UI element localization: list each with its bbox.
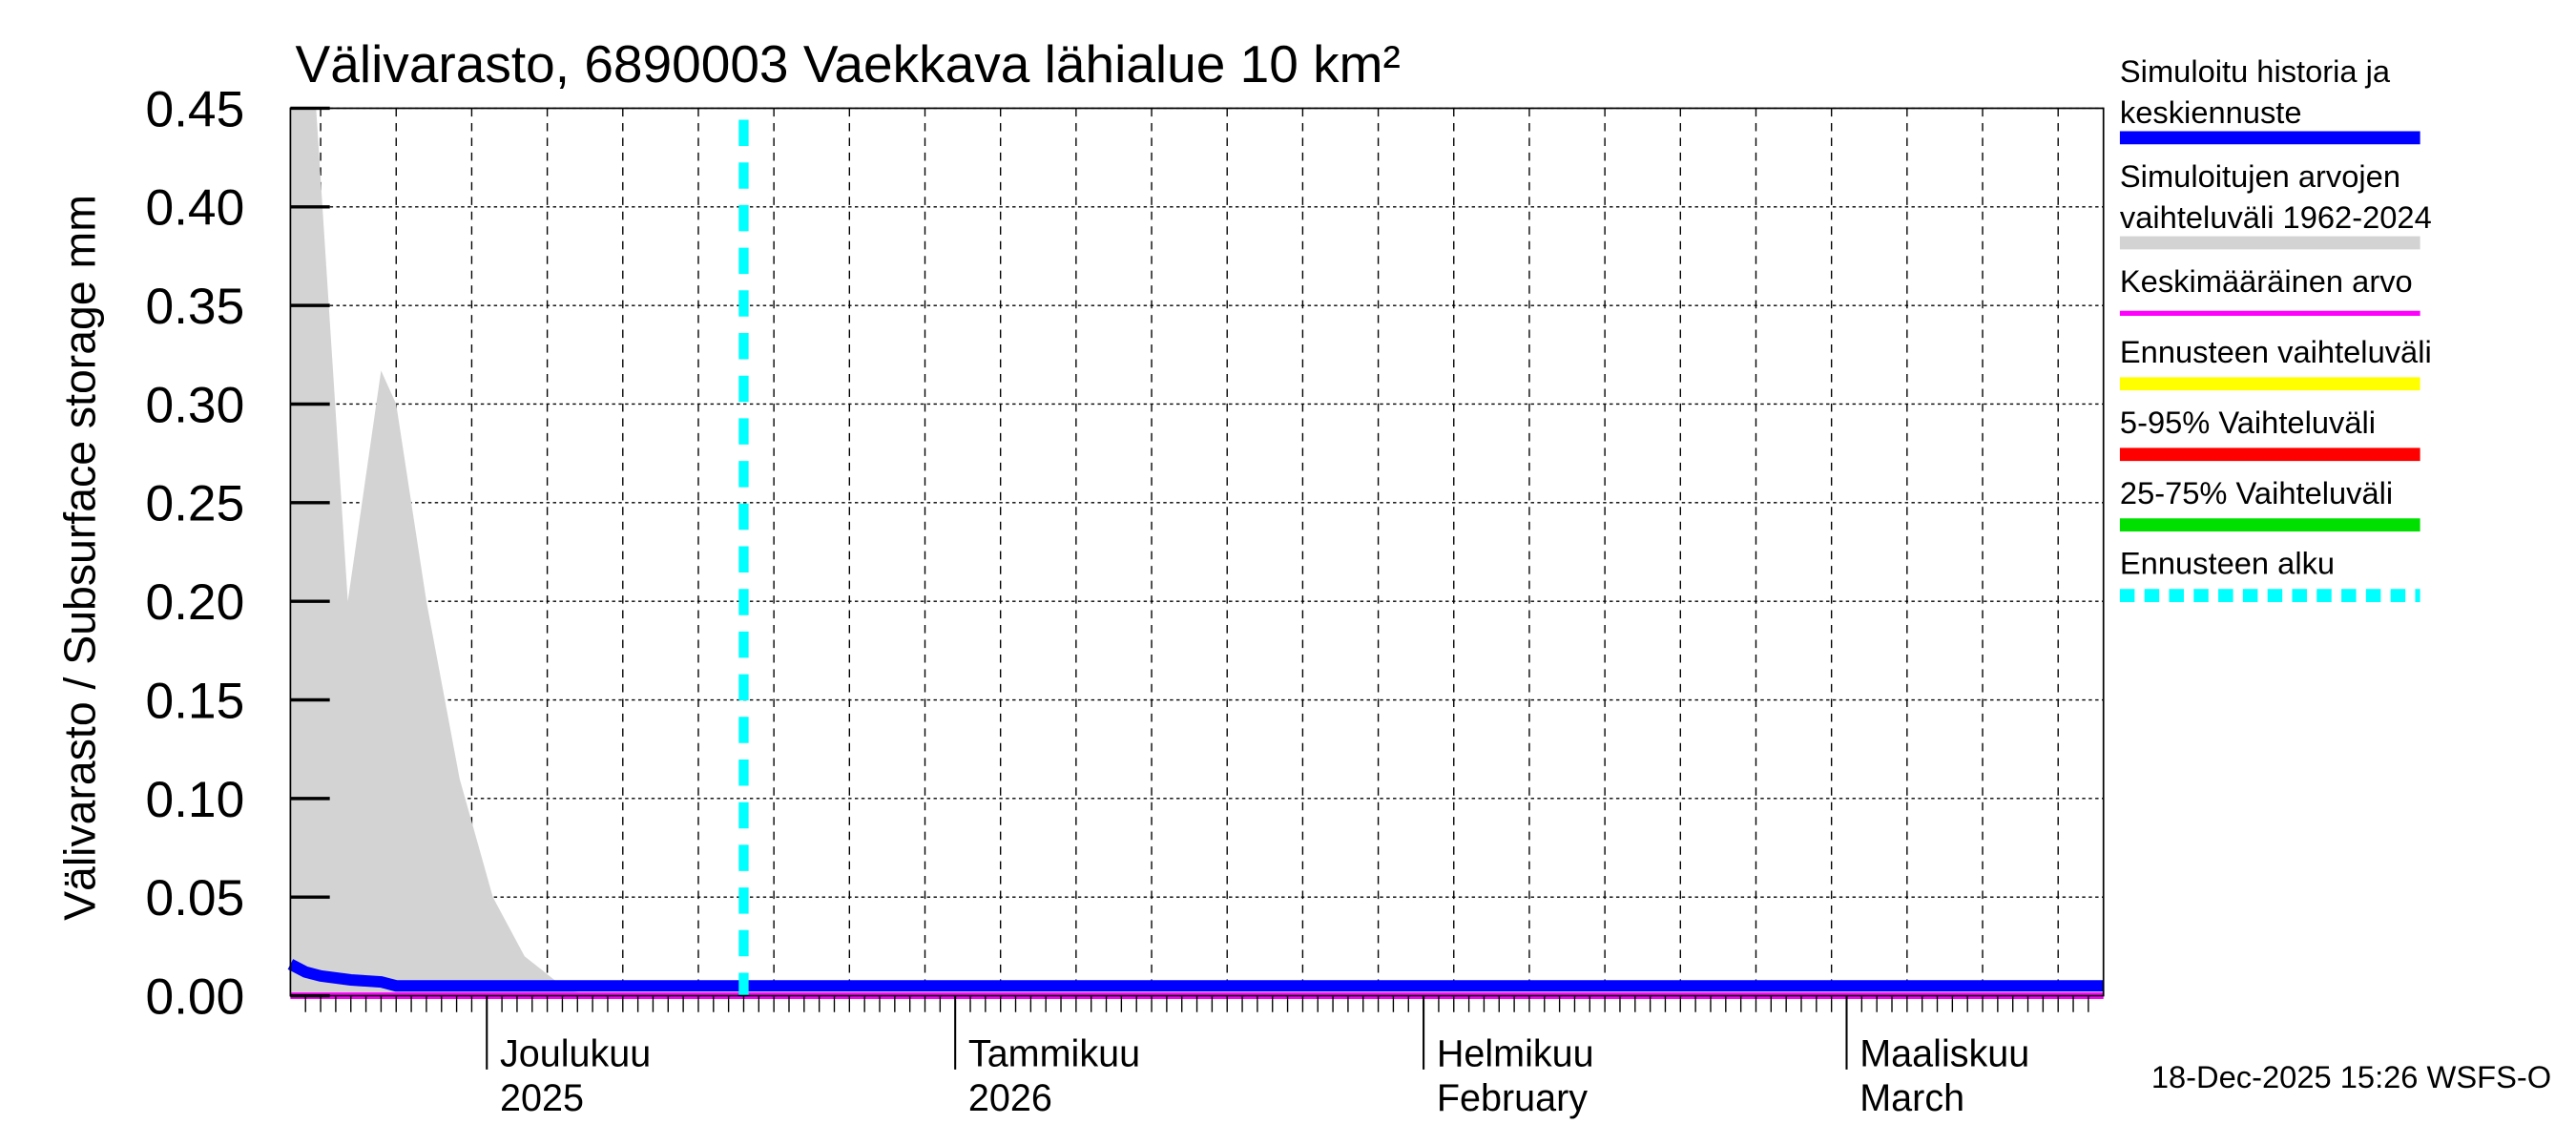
y-tick-label: 0.05 [145,870,244,926]
legend: Simuloitu historia ja keskiennuste Simuloi… [2119,53,2432,602]
x-month-label: Tammikuu [968,1032,1140,1074]
legend-label: Ennusteen alku [2120,546,2335,581]
x-month-label: Helmikuu [1437,1032,1594,1074]
x-month-label: Maaliskuu [1859,1032,2029,1074]
y-tick-label: 0.10 [145,772,244,828]
x-year-label: 2026 [968,1077,1052,1119]
y-tick-label: 0.30 [145,377,244,433]
y-axis-label: Välivarasto / Subsurface storage mm [55,195,105,921]
legend-label: 5-95% Vaihteluväli [2120,405,2376,440]
legend-label: keskiennuste [2120,94,2302,130]
y-tick-label: 0.20 [145,574,244,631]
chart-title: Välivarasto, 6890003 Vaekkava lähialue 1… [296,34,1401,94]
legend-label: Keskimääräinen arvo [2120,263,2413,299]
y-tick-label: 0.25 [145,476,244,532]
y-tick-label: 0.40 [145,180,244,237]
x-year-label: 2025 [500,1077,584,1119]
legend-label: Simuloitu historia ja [2120,53,2391,89]
x-month-label: Joulukuu [500,1032,651,1074]
y-tick-label: 0.35 [145,279,244,335]
legend-label: vaihteluväli 1962-2024 [2120,199,2432,235]
legend-label: Ennusteen vaihteluväli [2120,334,2432,369]
y-tick-label: 0.15 [145,673,244,729]
x-year-label: March [1859,1077,1964,1119]
y-tick-label: 0.00 [145,968,244,1025]
footer-timestamp: 18-Dec-2025 15:26 WSFS-O [2151,1059,2551,1094]
legend-label: Simuloitujen arvojen [2120,158,2400,194]
y-axis: 0.00 0.05 0.10 0.15 0.20 0.25 0.30 0.35 0.40 0.45 [145,81,330,1025]
x-year-label: February [1437,1077,1588,1119]
range-band [290,108,2104,996]
y-tick-label: 0.45 [145,81,244,137]
grid [290,107,2104,997]
simulated-line [287,959,2104,992]
legend-label: 25-75% Vaihteluväli [2120,475,2393,510]
